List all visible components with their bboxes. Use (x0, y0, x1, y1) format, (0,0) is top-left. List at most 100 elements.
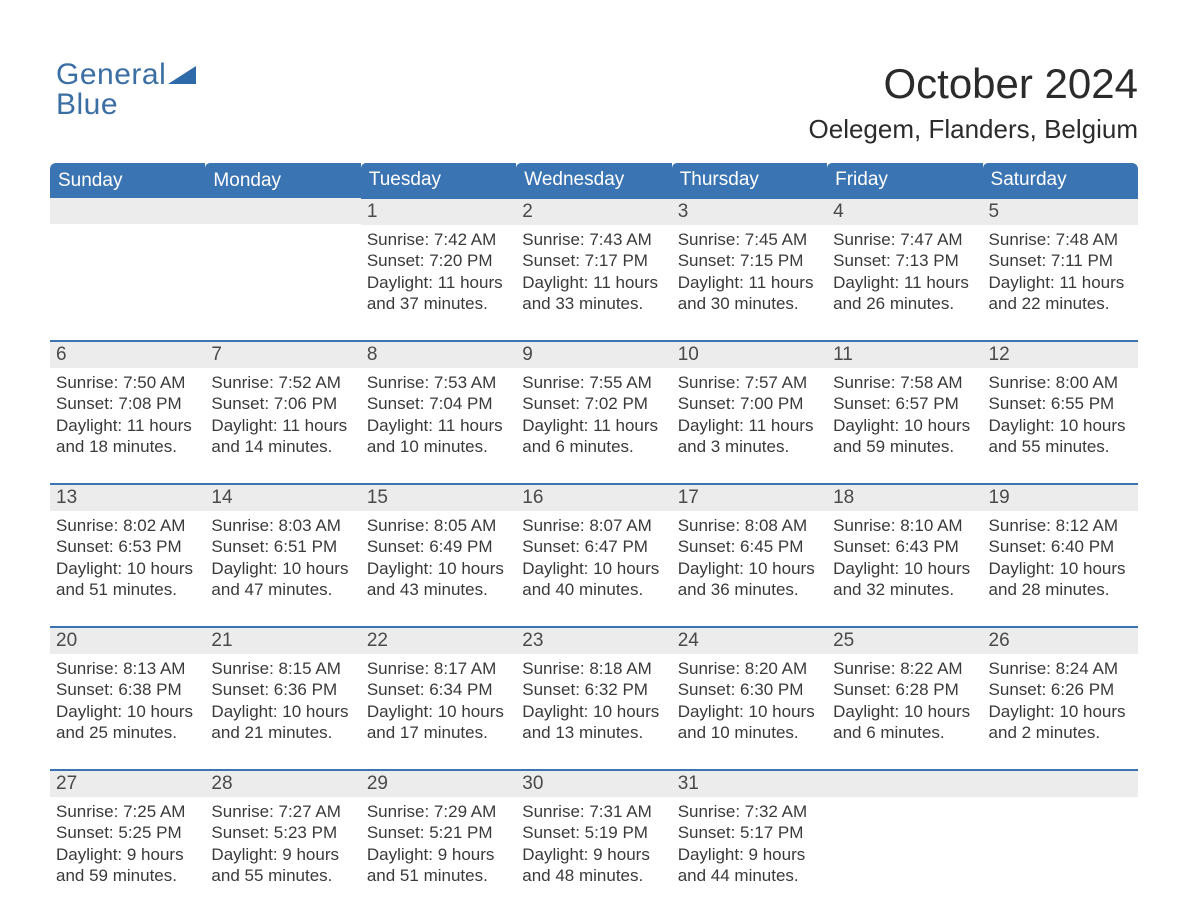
day-number: 31 (672, 771, 827, 797)
day-number: 16 (516, 485, 671, 511)
calendar-cell: 16Sunrise: 8:07 AMSunset: 6:47 PMDayligh… (516, 484, 671, 627)
calendar-cell: 5Sunrise: 7:48 AMSunset: 7:11 PMDaylight… (983, 198, 1138, 341)
day-body: Sunrise: 7:27 AMSunset: 5:23 PMDaylight:… (205, 797, 360, 912)
day-body: Sunrise: 7:31 AMSunset: 5:19 PMDaylight:… (516, 797, 671, 912)
weekday-header: Wednesday (516, 163, 671, 198)
daylight-line: Daylight: 11 hours and 3 minutes. (678, 415, 821, 458)
calendar-cell: 27Sunrise: 7:25 AMSunset: 5:25 PMDayligh… (50, 770, 205, 912)
weekday-header: Thursday (672, 163, 827, 198)
sunrise-line: Sunrise: 7:52 AM (211, 372, 354, 393)
calendar-row: 20Sunrise: 8:13 AMSunset: 6:38 PMDayligh… (50, 627, 1138, 770)
day-number: 6 (50, 342, 205, 368)
sunset-line: Sunset: 7:13 PM (833, 250, 976, 271)
sunset-line: Sunset: 6:47 PM (522, 536, 665, 557)
sunset-line: Sunset: 5:23 PM (211, 822, 354, 843)
weekday-header: Friday (827, 163, 982, 198)
day-body: Sunrise: 7:48 AMSunset: 7:11 PMDaylight:… (983, 225, 1138, 340)
day-number: 3 (672, 199, 827, 225)
logo-line2: Blue (56, 90, 166, 120)
day-number: 17 (672, 485, 827, 511)
weekday-header: Sunday (50, 163, 205, 198)
daylight-line: Daylight: 10 hours and 59 minutes. (833, 415, 976, 458)
calendar-cell: 31Sunrise: 7:32 AMSunset: 5:17 PMDayligh… (672, 770, 827, 912)
sunset-line: Sunset: 7:04 PM (367, 393, 510, 414)
daylight-line: Daylight: 9 hours and 48 minutes. (522, 844, 665, 887)
calendar-cell: 14Sunrise: 8:03 AMSunset: 6:51 PMDayligh… (205, 484, 360, 627)
daylight-line: Daylight: 10 hours and 36 minutes. (678, 558, 821, 601)
calendar-body: 1Sunrise: 7:42 AMSunset: 7:20 PMDaylight… (50, 198, 1138, 912)
calendar-cell: 22Sunrise: 8:17 AMSunset: 6:34 PMDayligh… (361, 627, 516, 770)
calendar-cell: 25Sunrise: 8:22 AMSunset: 6:28 PMDayligh… (827, 627, 982, 770)
day-body: Sunrise: 8:03 AMSunset: 6:51 PMDaylight:… (205, 511, 360, 626)
weekday-header: Tuesday (361, 163, 516, 198)
daylight-line: Daylight: 10 hours and 2 minutes. (989, 701, 1132, 744)
sunset-line: Sunset: 5:25 PM (56, 822, 199, 843)
calendar-cell: 15Sunrise: 8:05 AMSunset: 6:49 PMDayligh… (361, 484, 516, 627)
day-body: Sunrise: 7:58 AMSunset: 6:57 PMDaylight:… (827, 368, 982, 483)
sunset-line: Sunset: 7:15 PM (678, 250, 821, 271)
sunrise-line: Sunrise: 8:10 AM (833, 515, 976, 536)
sunset-line: Sunset: 6:40 PM (989, 536, 1132, 557)
sunset-line: Sunset: 6:49 PM (367, 536, 510, 557)
sunset-line: Sunset: 6:51 PM (211, 536, 354, 557)
daylight-line: Daylight: 11 hours and 30 minutes. (678, 272, 821, 315)
day-number: 1 (361, 199, 516, 225)
day-body: Sunrise: 7:55 AMSunset: 7:02 PMDaylight:… (516, 368, 671, 483)
sunrise-line: Sunrise: 7:58 AM (833, 372, 976, 393)
daylight-line: Daylight: 9 hours and 59 minutes. (56, 844, 199, 887)
empty-daybody (50, 224, 205, 334)
day-body: Sunrise: 8:10 AMSunset: 6:43 PMDaylight:… (827, 511, 982, 626)
sunset-line: Sunset: 7:08 PM (56, 393, 199, 414)
daylight-line: Daylight: 11 hours and 14 minutes. (211, 415, 354, 458)
day-number: 23 (516, 628, 671, 654)
sunrise-line: Sunrise: 8:03 AM (211, 515, 354, 536)
day-number: 15 (361, 485, 516, 511)
day-body: Sunrise: 8:13 AMSunset: 6:38 PMDaylight:… (50, 654, 205, 769)
calendar-cell: 7Sunrise: 7:52 AMSunset: 7:06 PMDaylight… (205, 341, 360, 484)
calendar-cell (205, 198, 360, 341)
sunset-line: Sunset: 7:06 PM (211, 393, 354, 414)
daylight-line: Daylight: 10 hours and 40 minutes. (522, 558, 665, 601)
day-body: Sunrise: 8:22 AMSunset: 6:28 PMDaylight:… (827, 654, 982, 769)
day-body: Sunrise: 7:52 AMSunset: 7:06 PMDaylight:… (205, 368, 360, 483)
calendar-row: 13Sunrise: 8:02 AMSunset: 6:53 PMDayligh… (50, 484, 1138, 627)
daylight-line: Daylight: 11 hours and 10 minutes. (367, 415, 510, 458)
sunrise-line: Sunrise: 8:24 AM (989, 658, 1132, 679)
day-body: Sunrise: 8:12 AMSunset: 6:40 PMDaylight:… (983, 511, 1138, 626)
calendar-cell: 26Sunrise: 8:24 AMSunset: 6:26 PMDayligh… (983, 627, 1138, 770)
day-number: 4 (827, 199, 982, 225)
daylight-line: Daylight: 10 hours and 10 minutes. (678, 701, 821, 744)
day-number: 9 (516, 342, 671, 368)
calendar-cell: 13Sunrise: 8:02 AMSunset: 6:53 PMDayligh… (50, 484, 205, 627)
month-title: October 2024 (50, 60, 1138, 108)
sunrise-line: Sunrise: 8:12 AM (989, 515, 1132, 536)
sunset-line: Sunset: 7:20 PM (367, 250, 510, 271)
empty-daybody (205, 224, 360, 334)
calendar-row: 27Sunrise: 7:25 AMSunset: 5:25 PMDayligh… (50, 770, 1138, 912)
day-number: 13 (50, 485, 205, 511)
sunrise-line: Sunrise: 7:50 AM (56, 372, 199, 393)
daylight-line: Daylight: 10 hours and 51 minutes. (56, 558, 199, 601)
sunrise-line: Sunrise: 8:05 AM (367, 515, 510, 536)
sunrise-line: Sunrise: 7:43 AM (522, 229, 665, 250)
day-body: Sunrise: 7:25 AMSunset: 5:25 PMDaylight:… (50, 797, 205, 912)
daylight-line: Daylight: 11 hours and 22 minutes. (989, 272, 1132, 315)
sunset-line: Sunset: 5:19 PM (522, 822, 665, 843)
sunrise-line: Sunrise: 7:47 AM (833, 229, 976, 250)
weekday-header: Monday (205, 163, 360, 198)
sunrise-line: Sunrise: 7:27 AM (211, 801, 354, 822)
sunset-line: Sunset: 6:32 PM (522, 679, 665, 700)
daylight-line: Daylight: 10 hours and 32 minutes. (833, 558, 976, 601)
calendar-cell: 6Sunrise: 7:50 AMSunset: 7:08 PMDaylight… (50, 341, 205, 484)
calendar-cell: 2Sunrise: 7:43 AMSunset: 7:17 PMDaylight… (516, 198, 671, 341)
day-number: 25 (827, 628, 982, 654)
sunrise-line: Sunrise: 8:18 AM (522, 658, 665, 679)
sunset-line: Sunset: 7:00 PM (678, 393, 821, 414)
sunrise-line: Sunrise: 7:32 AM (678, 801, 821, 822)
day-number: 5 (983, 199, 1138, 225)
sunrise-line: Sunrise: 8:20 AM (678, 658, 821, 679)
sunset-line: Sunset: 6:38 PM (56, 679, 199, 700)
sunrise-line: Sunrise: 8:00 AM (989, 372, 1132, 393)
day-body: Sunrise: 8:08 AMSunset: 6:45 PMDaylight:… (672, 511, 827, 626)
daylight-line: Daylight: 11 hours and 26 minutes. (833, 272, 976, 315)
